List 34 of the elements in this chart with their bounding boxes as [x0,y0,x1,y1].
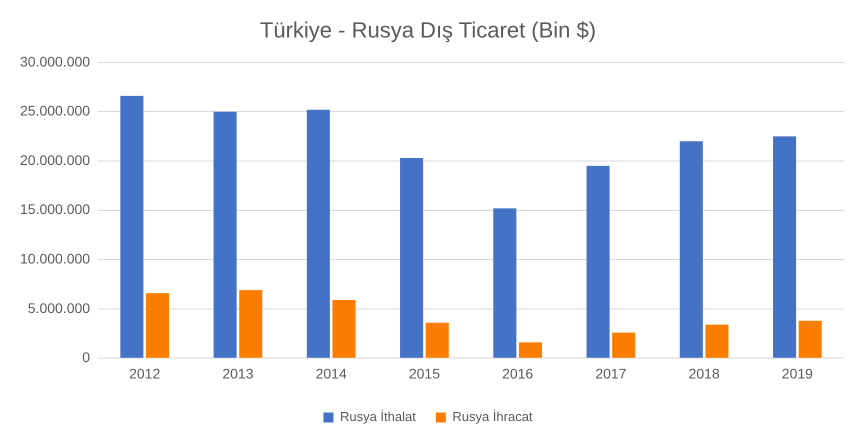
bar [518,342,542,358]
bar [773,136,796,358]
x-tick-label: 2014 [316,365,347,382]
y-tick-label: 15.000.000 [20,201,90,218]
y-tick-label: 30.000.000 [20,53,90,70]
y-tick-label: 25.000.000 [20,102,90,119]
bar [612,332,636,358]
x-tick-label: 2013 [222,365,254,382]
bar [400,158,424,358]
bar [306,110,330,358]
x-tick-label: 2016 [502,365,534,382]
y-tick-label: 10.000.000 [20,250,90,266]
bar [798,320,822,358]
bar [332,300,356,358]
bar [239,290,262,358]
x-tick-label: 2017 [595,365,627,382]
x-tick-label: 2019 [782,365,814,382]
bar [214,112,237,358]
y-tick-label: 0 [82,349,90,366]
chart-title: Türkiye - Rusya Dış Ticaret (Bin $) [260,17,596,42]
x-tick-label: 2012 [129,365,160,382]
bar [680,141,703,358]
bar [493,208,516,358]
bar [705,324,728,358]
y-tick-label: 20.000.000 [20,152,90,168]
bar [586,166,610,358]
bar [146,293,170,358]
bar [426,322,449,358]
legend-label: Rusya İhracat [452,409,533,424]
y-tick-label: 5.000.000 [28,300,90,316]
bar [120,96,144,358]
x-tick-label: 2015 [408,365,440,382]
x-tick-label: 2018 [688,365,720,382]
legend-label: Rusya İthalat [340,409,416,424]
